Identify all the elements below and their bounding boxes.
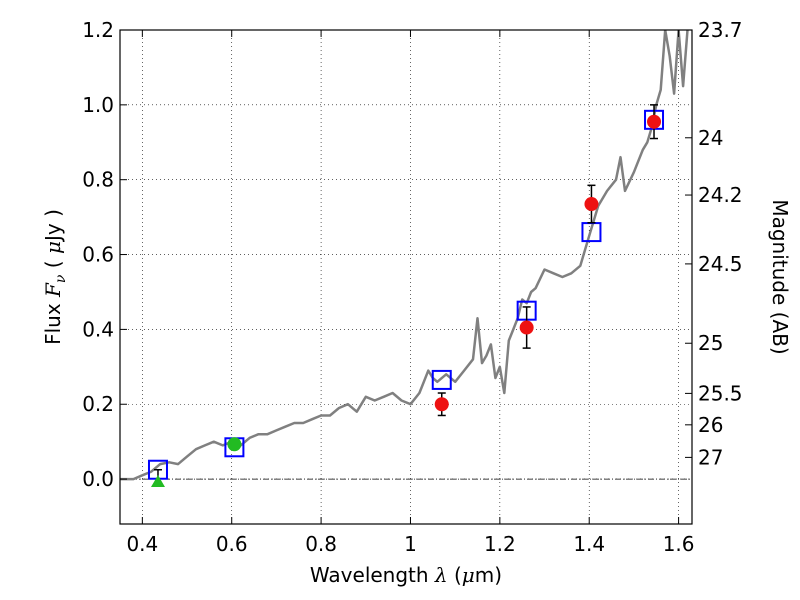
mag-tick-label: 24.5: [698, 252, 743, 276]
y2-axis-title: Magnitude (AB): [768, 199, 792, 354]
upper-limit-marker: [150, 474, 165, 487]
nir_detections-marker: [519, 320, 534, 335]
mag-tick-label: 25: [698, 331, 723, 355]
data-layer: [120, 30, 689, 487]
y-tick-label: 0.6: [82, 243, 114, 267]
nir_detections-marker: [584, 197, 599, 212]
nir_detections-marker: [647, 114, 662, 129]
nir_detections-marker: [434, 397, 449, 412]
plot-frame: [119, 29, 693, 525]
y-tick-label: 0.2: [82, 392, 114, 416]
y-axis-title: Flux Fν ( μJy ): [41, 209, 69, 345]
mag-tick-label: 26: [698, 413, 723, 437]
x-tick-label: 1.4: [573, 532, 605, 556]
y-tick-label: 1.0: [82, 93, 114, 117]
x-tick-label: 1: [404, 532, 417, 556]
x-tick-label: 0.6: [216, 532, 248, 556]
axis-ticks: 0.4 0.6 0.8 1 1.2 1.4 1.6 0.0 0.2 0.4 0.6 0.8 1.0 1.2…: [82, 18, 742, 556]
mag-tick-label: 24.2: [698, 183, 743, 207]
model-photometry-marker: [431, 369, 452, 390]
y-tick-label: 0.8: [82, 168, 114, 192]
x-tick-label: 1.2: [484, 532, 516, 556]
x-axis-title: Wavelength λ (μm): [310, 563, 502, 587]
mag-tick-label: 27: [698, 445, 723, 469]
grid-lines: [120, 29, 692, 524]
optical_detections-marker: [227, 437, 242, 452]
y-tick-label: 1.2: [82, 18, 114, 42]
x-tick-label: 0.8: [305, 532, 337, 556]
x-tick-label: 0.4: [126, 532, 158, 556]
mag-tick-label: 23.7: [698, 18, 743, 42]
mag-tick-label: 24: [698, 126, 723, 150]
y-tick-label: 0.4: [82, 317, 114, 341]
y-tick-label: 0.0: [82, 467, 114, 491]
mag-tick-label: 25.5: [698, 381, 743, 405]
model-spectrum-line: [120, 30, 689, 481]
x-tick-label: 1.6: [663, 532, 695, 556]
